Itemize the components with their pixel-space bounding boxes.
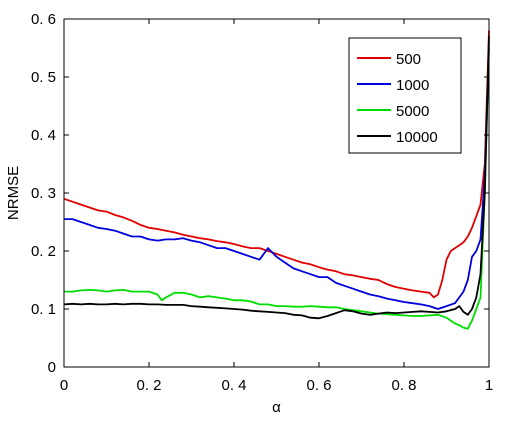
series-line-5000	[64, 42, 490, 330]
legend-label-10000: 10000	[396, 129, 438, 146]
y-tick-label: 0. 6	[31, 11, 56, 28]
ticks-layer: 0 0. 2 0. 4 0. 6 0. 8 1 0 0. 1 0. 2 0. 3 0. 4 0. 5 0…	[31, 11, 493, 394]
legend-label-1000: 1000	[396, 77, 429, 94]
x-tick-label: 1	[485, 377, 493, 394]
x-tick-label: 0. 2	[136, 377, 161, 394]
y-axis-label: NRMSE	[5, 166, 22, 220]
x-tick-label: 0. 8	[391, 377, 416, 394]
legend-label-5000: 5000	[396, 103, 429, 120]
x-axis-label: α	[272, 399, 281, 416]
series-layer	[63, 30, 490, 330]
legend-label-500: 500	[396, 51, 421, 68]
x-tick-label: 0	[60, 377, 68, 394]
y-tick-label: 0. 2	[31, 243, 56, 260]
x-tick-label: 0. 6	[306, 377, 331, 394]
y-tick-label: 0. 4	[31, 127, 56, 144]
y-tick-label: 0. 5	[31, 69, 56, 86]
series-line-500	[63, 30, 490, 299]
x-tick-label: 0. 4	[221, 377, 246, 394]
legend: 500 1000 5000 10000	[348, 37, 462, 154]
series-line-10000	[63, 36, 490, 320]
series-line-1000	[64, 47, 490, 310]
y-tick-label: 0	[48, 359, 56, 376]
y-tick-label: 0. 3	[31, 185, 56, 202]
y-tick-label: 0. 1	[31, 301, 56, 318]
